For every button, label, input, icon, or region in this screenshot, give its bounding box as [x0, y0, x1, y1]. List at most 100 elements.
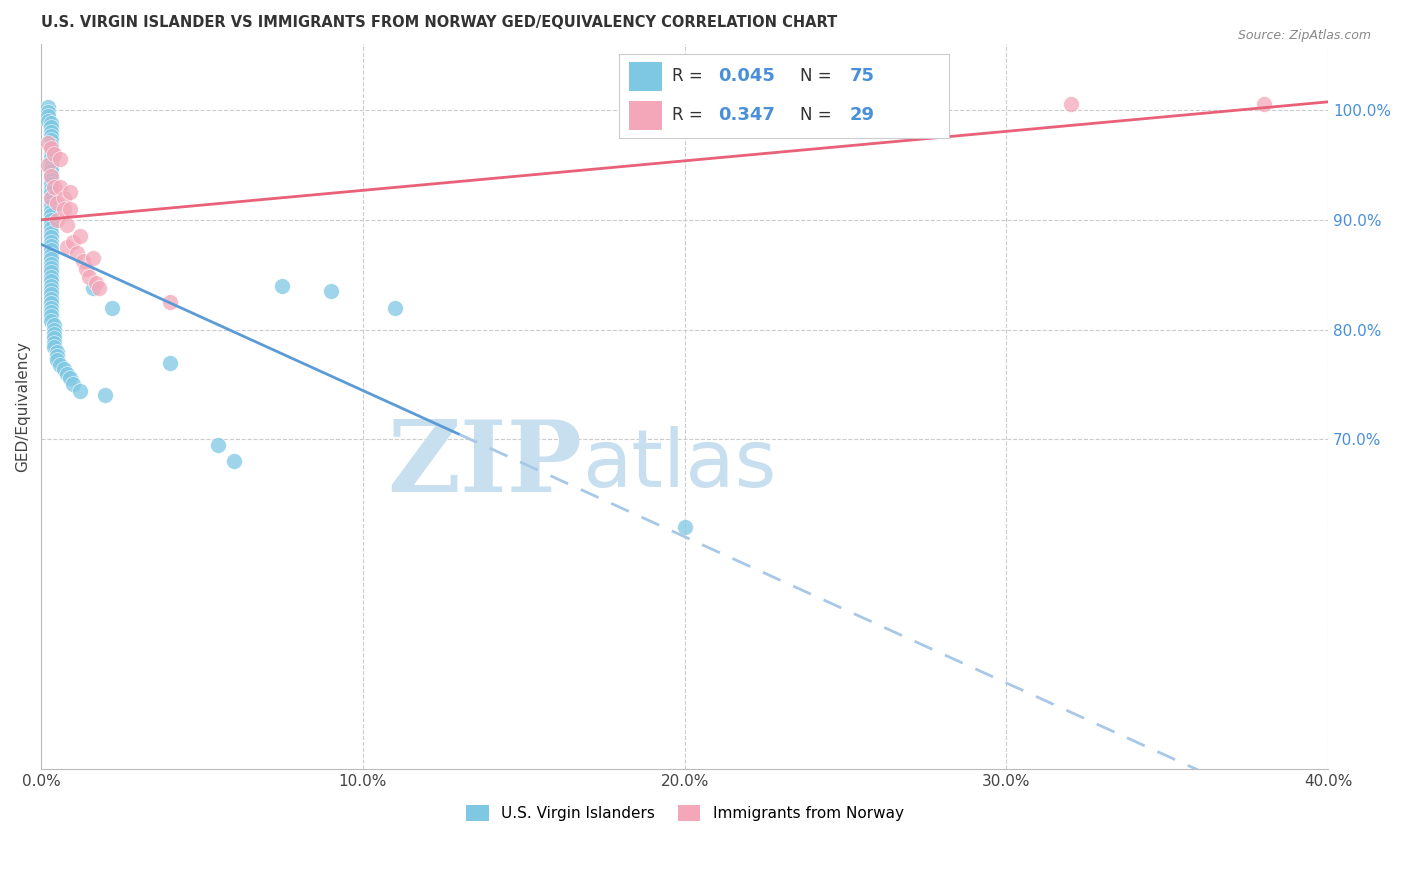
- Point: [39, 125, 62, 139]
- Point: [52, 202, 75, 216]
- Point: [39, 191, 62, 205]
- Point: [271, 278, 294, 293]
- Point: [37, 104, 59, 119]
- Point: [39, 137, 62, 152]
- Point: [65, 245, 87, 260]
- Point: [49, 152, 72, 166]
- Point: [59, 202, 82, 216]
- Point: [42, 340, 65, 354]
- Point: [52, 191, 75, 205]
- Point: [94, 388, 117, 402]
- Point: [56, 240, 79, 254]
- Point: [39, 120, 62, 135]
- Point: [69, 384, 91, 398]
- Text: N =: N =: [800, 105, 832, 123]
- Point: [39, 287, 62, 301]
- Point: [42, 322, 65, 336]
- Text: 75: 75: [849, 68, 875, 86]
- Point: [39, 310, 62, 324]
- Point: [39, 155, 62, 169]
- Point: [39, 244, 62, 258]
- Point: [39, 252, 62, 267]
- Point: [46, 344, 69, 359]
- Point: [1253, 97, 1275, 112]
- Point: [42, 331, 65, 345]
- Point: [101, 301, 124, 315]
- Text: 0.045: 0.045: [718, 68, 775, 86]
- Point: [39, 256, 62, 270]
- Point: [1060, 97, 1083, 112]
- Point: [39, 178, 62, 192]
- Point: [39, 212, 62, 227]
- Point: [52, 362, 75, 376]
- Point: [39, 182, 62, 196]
- Point: [79, 269, 101, 284]
- Point: [224, 454, 246, 468]
- Point: [82, 251, 104, 265]
- Point: [207, 438, 229, 452]
- Point: [39, 169, 62, 183]
- Point: [39, 265, 62, 279]
- Text: U.S. VIRGIN ISLANDER VS IMMIGRANTS FROM NORWAY GED/EQUIVALENCY CORRELATION CHART: U.S. VIRGIN ISLANDER VS IMMIGRANTS FROM …: [41, 15, 838, 30]
- Point: [159, 295, 181, 310]
- Point: [82, 281, 104, 295]
- Point: [39, 226, 62, 240]
- Point: [39, 248, 62, 262]
- Point: [39, 239, 62, 253]
- Bar: [628, 62, 662, 91]
- Point: [37, 100, 59, 114]
- Point: [39, 194, 62, 209]
- Point: [42, 179, 65, 194]
- Point: [39, 116, 62, 130]
- Point: [46, 212, 69, 227]
- Point: [39, 199, 62, 213]
- Point: [84, 277, 107, 291]
- Point: [39, 208, 62, 222]
- Point: [39, 142, 62, 156]
- Point: [39, 278, 62, 293]
- Point: [46, 353, 69, 368]
- Point: [62, 377, 84, 392]
- Text: N =: N =: [800, 68, 832, 86]
- Point: [39, 230, 62, 244]
- Point: [56, 367, 79, 381]
- Bar: [628, 101, 662, 130]
- Point: [56, 218, 79, 232]
- Point: [37, 158, 59, 172]
- Point: [319, 284, 342, 298]
- Point: [39, 301, 62, 315]
- Y-axis label: GED/Equivalency: GED/Equivalency: [15, 341, 30, 472]
- Point: [72, 254, 94, 268]
- Point: [39, 146, 62, 161]
- Point: [42, 146, 65, 161]
- Point: [39, 151, 62, 165]
- Point: [49, 358, 72, 372]
- Text: Source: ZipAtlas.com: Source: ZipAtlas.com: [1237, 29, 1371, 42]
- Point: [159, 355, 181, 369]
- Point: [46, 196, 69, 211]
- Point: [42, 326, 65, 341]
- Point: [673, 520, 696, 534]
- Legend: U.S. Virgin Islanders, Immigrants from Norway: U.S. Virgin Islanders, Immigrants from N…: [460, 798, 910, 827]
- Point: [46, 349, 69, 363]
- Point: [39, 217, 62, 231]
- Point: [39, 133, 62, 147]
- Point: [37, 136, 59, 150]
- Point: [39, 191, 62, 205]
- Point: [39, 186, 62, 201]
- Text: atlas: atlas: [582, 425, 776, 504]
- Point: [39, 235, 62, 249]
- Point: [42, 335, 65, 350]
- Point: [69, 229, 91, 244]
- Point: [39, 296, 62, 310]
- Point: [39, 274, 62, 288]
- Point: [59, 185, 82, 199]
- Text: ZIP: ZIP: [387, 416, 582, 513]
- Point: [59, 371, 82, 385]
- Point: [39, 128, 62, 143]
- Text: R =: R =: [672, 105, 702, 123]
- Point: [75, 262, 97, 277]
- Point: [384, 301, 406, 315]
- Point: [37, 109, 59, 123]
- Point: [39, 203, 62, 218]
